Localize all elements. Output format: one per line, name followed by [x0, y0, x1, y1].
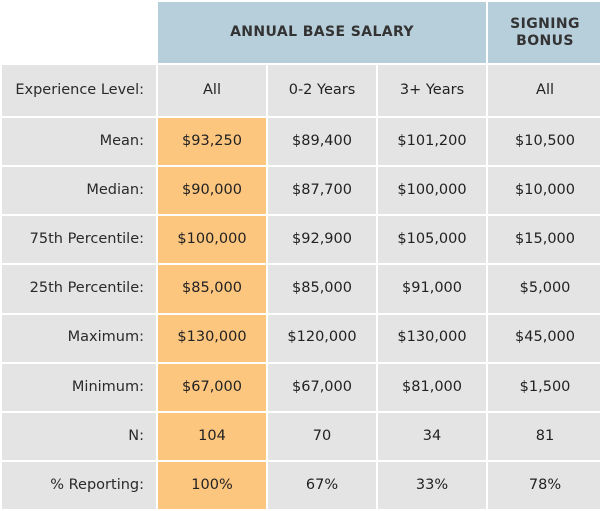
table-row: Maximum: $130,000 $120,000 $130,000 $45,000	[2, 314, 600, 362]
header-row: ANNUAL BASE SALARY SIGNING BONUS	[2, 2, 600, 63]
table-row: N: 104 70 34 81	[2, 412, 600, 460]
column-header-all-base: All	[158, 65, 266, 117]
all-base-cell: 100%	[158, 461, 266, 509]
all-base-cell: $100,000	[158, 216, 266, 264]
3-plus-years-cell: 33%	[378, 461, 487, 509]
signing-bonus-cell: $10,500	[488, 118, 600, 166]
all-base-cell: $85,000	[158, 265, 266, 313]
table-row: 75th Percentile: $100,000 $92,900 $105,000 $…	[2, 216, 600, 264]
signing-bonus-cell: $1,500	[488, 363, 600, 411]
table-row: Mean: $93,250 $89,400 $101,200 $10,500	[2, 118, 600, 166]
signing-bonus-cell: $5,000	[488, 265, 600, 313]
row-label: N:	[2, 412, 156, 460]
3-plus-years-cell: $130,000	[378, 314, 487, 362]
row-label: Maximum:	[2, 314, 156, 362]
table-row: Minimum: $67,000 $67,000 $81,000 $1,500	[2, 363, 600, 411]
signing-bonus-cell: 78%	[488, 461, 600, 509]
experience-level-label: Experience Level:	[2, 65, 156, 117]
table-row: % Reporting: 100% 67% 33% 78%	[2, 461, 600, 509]
all-base-cell: $67,000	[158, 363, 266, 411]
row-label: Median:	[2, 167, 156, 215]
table-row: 25th Percentile: $85,000 $85,000 $91,000 $5,…	[2, 265, 600, 313]
0-2-years-cell: $87,700	[268, 167, 376, 215]
row-label: % Reporting:	[2, 461, 156, 509]
all-base-cell: $90,000	[158, 167, 266, 215]
column-header-3-plus-years: 3+ Years	[378, 65, 487, 117]
signing-bonus-cell: $10,000	[488, 167, 600, 215]
0-2-years-cell: $85,000	[268, 265, 376, 313]
signing-bonus-header: SIGNING BONUS	[488, 2, 600, 63]
signing-bonus-cell: $45,000	[488, 314, 600, 362]
3-plus-years-cell: $101,200	[378, 118, 487, 166]
0-2-years-cell: $67,000	[268, 363, 376, 411]
0-2-years-cell: $89,400	[268, 118, 376, 166]
column-header-all-bonus: All	[488, 65, 600, 117]
row-label: Minimum:	[2, 363, 156, 411]
annual-base-salary-header: ANNUAL BASE SALARY	[158, 2, 487, 63]
column-header-0-2-years: 0-2 Years	[268, 65, 376, 117]
row-label: 75th Percentile:	[2, 216, 156, 264]
3-plus-years-cell: $105,000	[378, 216, 487, 264]
row-label: Mean:	[2, 118, 156, 166]
3-plus-years-cell: $91,000	[378, 265, 487, 313]
3-plus-years-cell: 34	[378, 412, 487, 460]
all-base-cell: $130,000	[158, 314, 266, 362]
0-2-years-cell: $92,900	[268, 216, 376, 264]
all-base-cell: $93,250	[158, 118, 266, 166]
row-label: 25th Percentile:	[2, 265, 156, 313]
subheader-row: Experience Level: All 0-2 Years 3+ Years…	[2, 65, 600, 117]
all-base-cell: 104	[158, 412, 266, 460]
signing-bonus-cell: 81	[488, 412, 600, 460]
3-plus-years-cell: $100,000	[378, 167, 487, 215]
0-2-years-cell: $120,000	[268, 314, 376, 362]
3-plus-years-cell: $81,000	[378, 363, 487, 411]
0-2-years-cell: 70	[268, 412, 376, 460]
signing-bonus-cell: $15,000	[488, 216, 600, 264]
0-2-years-cell: 67%	[268, 461, 376, 509]
header-corner	[2, 2, 156, 63]
table-row: Median: $90,000 $87,700 $100,000 $10,000	[2, 167, 600, 215]
